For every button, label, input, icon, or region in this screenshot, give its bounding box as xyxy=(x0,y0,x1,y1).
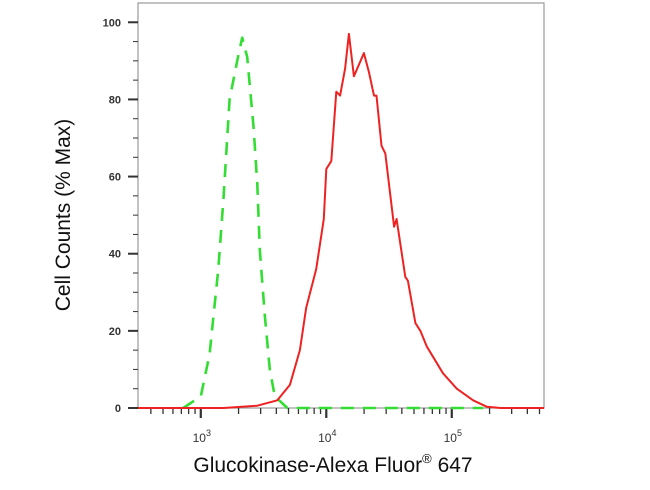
x-tick-label: 103 xyxy=(193,428,211,445)
y-axis-label: Cell Counts (% Max) xyxy=(52,119,75,312)
control-histogram-line xyxy=(182,36,484,410)
plot-frame xyxy=(137,2,545,409)
x-axis-label: Glucokinase-Alexa Fluor® 647 xyxy=(193,451,472,477)
y-tick-label: 80 xyxy=(109,94,121,106)
x-tick-label: 105 xyxy=(444,428,462,445)
y-tick-label: 0 xyxy=(115,403,121,415)
sample-histogram-line xyxy=(138,32,544,409)
y-tick-label: 100 xyxy=(103,17,121,29)
x-tick-label: 104 xyxy=(318,428,336,445)
y-tick-label: 20 xyxy=(109,326,121,338)
y-tick-label: 60 xyxy=(109,172,121,184)
y-tick-label: 40 xyxy=(109,249,121,261)
